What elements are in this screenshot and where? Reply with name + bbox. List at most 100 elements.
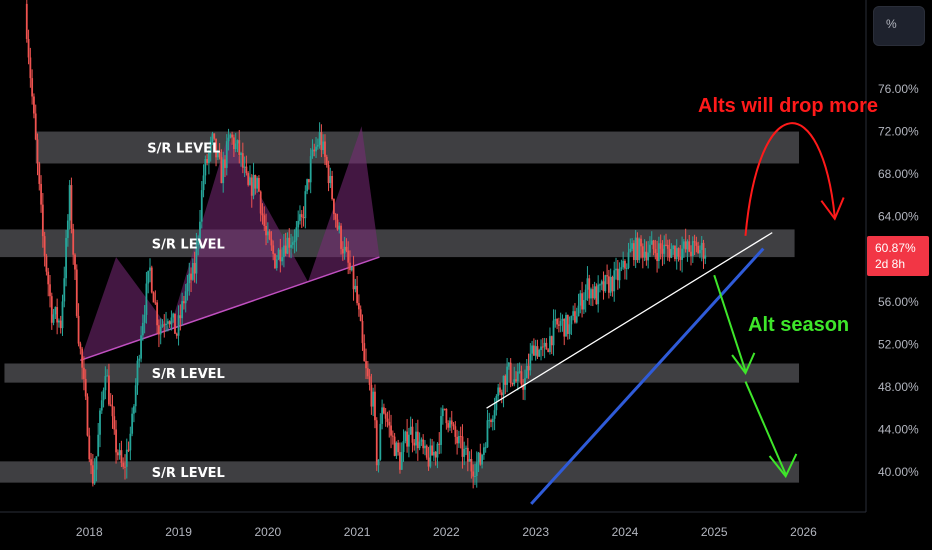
candle-body [336, 219, 339, 230]
candle-body [138, 358, 141, 361]
candle-body [486, 420, 489, 448]
candle-body [686, 241, 689, 250]
candle-body [545, 342, 548, 350]
candle-body [536, 346, 539, 357]
candle-body [649, 244, 651, 253]
candle-body [229, 134, 232, 138]
candle-body [563, 318, 566, 337]
candle-body [131, 413, 134, 434]
candle-body [158, 325, 160, 335]
candle-body [654, 249, 657, 254]
candle-body [93, 469, 96, 484]
candles [25, 0, 707, 489]
candle-body [450, 420, 453, 425]
candle-body [125, 449, 128, 467]
candle-body [697, 245, 700, 254]
candle-body [415, 431, 417, 446]
candle-body [133, 406, 135, 414]
candle-body [290, 244, 292, 248]
candle-body [675, 248, 678, 260]
candle-body [286, 237, 289, 254]
candle-body [247, 173, 250, 185]
y-tick-label-3: 64.00% [878, 210, 919, 224]
candle-body [672, 245, 675, 250]
candle-body [156, 302, 159, 326]
candle-body [459, 436, 462, 438]
candle-body [100, 400, 103, 411]
candle-body [659, 243, 662, 249]
candle-body [599, 284, 601, 286]
x-tick-label-6: 2024 [612, 525, 639, 539]
candle-body [520, 371, 523, 385]
candle-body [531, 345, 533, 354]
candle-body [641, 246, 644, 258]
candle-body [418, 441, 421, 449]
candle-body [324, 141, 326, 157]
candle-body [97, 434, 100, 457]
candle-body [372, 391, 375, 407]
candle-body [295, 227, 298, 241]
candle-body [108, 375, 110, 405]
pattern-triangle-1 [169, 136, 309, 330]
candle-body [211, 133, 214, 142]
candle-body [382, 407, 385, 414]
candle-body [102, 390, 105, 401]
candle-body [604, 275, 607, 292]
candle-body [445, 408, 448, 424]
candle-body [616, 268, 619, 281]
candle-body [122, 462, 125, 467]
x-tick-label-4: 2022 [433, 525, 460, 539]
candle-body [334, 214, 337, 220]
candle-body [566, 314, 569, 334]
candle-body [72, 228, 75, 255]
candle-body [179, 315, 182, 319]
candle-body [693, 241, 696, 243]
candle-body [272, 245, 275, 254]
candle-body [490, 420, 492, 423]
candle-body [511, 383, 514, 385]
candle-body [322, 141, 325, 151]
candle-body [52, 314, 55, 323]
y-tick-label-7: 48.00% [878, 380, 919, 394]
candle-body [90, 459, 92, 466]
candle-body [234, 143, 237, 150]
candle-body [170, 317, 173, 325]
candle-body [538, 350, 541, 357]
candle-body [270, 239, 273, 246]
candle-body [456, 436, 459, 444]
candle-body [431, 445, 434, 456]
candle-body [43, 236, 46, 256]
candle-body [124, 466, 126, 468]
percent-scale-button[interactable]: % [873, 6, 925, 46]
y-tick-label-1: 72.00% [878, 125, 919, 139]
bearish-arrow-head [820, 197, 845, 221]
candle-body [690, 251, 692, 256]
candle-body [518, 371, 521, 373]
y-tick-label-0: 76.00% [878, 82, 919, 96]
candle-body [550, 336, 553, 346]
candle-body [363, 343, 366, 362]
candle-body [600, 281, 603, 285]
candle-body [391, 435, 394, 437]
candle-body [581, 293, 583, 310]
candle-body [141, 322, 144, 336]
candle-body [104, 376, 107, 391]
candle-body [313, 149, 316, 152]
candle-body [254, 175, 257, 189]
candle-body [695, 242, 698, 246]
time-axis: 2018 2019 2020 2021 2022 2023 2024 2025 2026 [76, 525, 817, 539]
candle-body [527, 365, 530, 371]
candle-body [352, 266, 355, 290]
candle-body [500, 392, 503, 396]
candle-body [136, 360, 139, 386]
candle-body [188, 273, 191, 284]
candle-body [109, 404, 112, 406]
candle-body [561, 318, 564, 321]
candle-body [309, 156, 312, 183]
candle-body [127, 449, 130, 451]
candle-body [595, 286, 598, 305]
candle-body [202, 175, 205, 191]
candle-body [397, 442, 400, 453]
candle-body [461, 436, 464, 457]
